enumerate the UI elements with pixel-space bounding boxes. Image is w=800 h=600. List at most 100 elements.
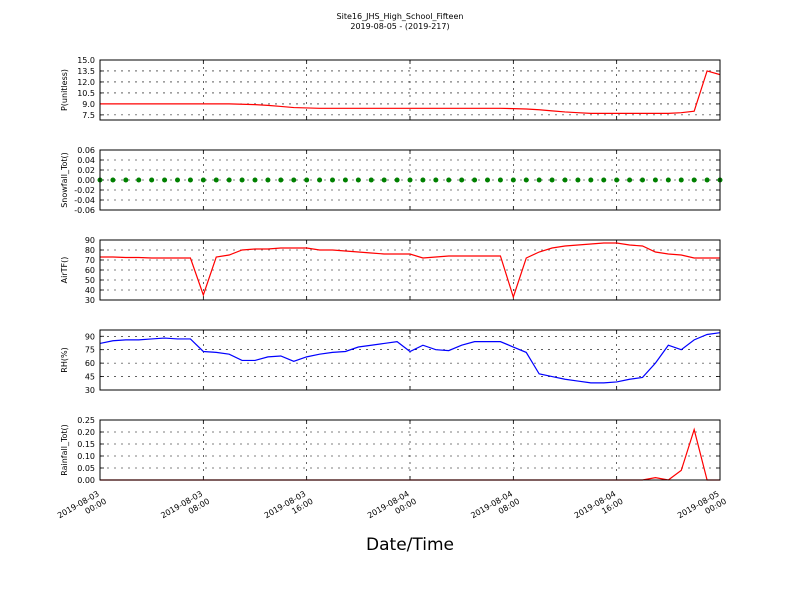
y-tick-label: 70 (85, 256, 95, 265)
y-tick-label: 45 (85, 373, 95, 382)
data-point (459, 177, 465, 183)
data-point (678, 177, 684, 183)
y-tick-label: 15.0 (77, 56, 95, 65)
y-tick-label: 0.20 (77, 428, 95, 437)
y-tick-label: 13.5 (77, 67, 95, 76)
y-tick-label: 0.06 (77, 146, 95, 155)
data-point (627, 177, 633, 183)
data-point (691, 177, 697, 183)
y-axis-label: P(unitless) (60, 69, 69, 111)
data-point (704, 177, 710, 183)
data-point (446, 177, 452, 183)
y-tick-label: 90 (85, 236, 95, 245)
data-point (665, 177, 671, 183)
y-tick-label: 60 (85, 266, 95, 275)
y-tick-label: 0.04 (77, 156, 95, 165)
data-point (278, 177, 284, 183)
plot-frame (99, 329, 721, 391)
y-tick-label: 0.02 (77, 166, 95, 175)
data-point (394, 177, 400, 183)
x-tick-label: 2019-08-03 16:00 (263, 488, 315, 529)
y-axis-label: RH(%) (60, 347, 69, 372)
chart-title: Site16_JHS_High_School_Fifteen (337, 12, 464, 21)
y-tick-label: 40 (85, 286, 95, 295)
data-point (497, 177, 503, 183)
y-tick-label: 12.0 (77, 78, 95, 87)
y-tick-label: 7.5 (82, 111, 95, 120)
data-point (652, 177, 658, 183)
data-point (175, 177, 180, 183)
y-tick-label: 80 (85, 246, 95, 255)
y-tick-label: 75 (85, 346, 95, 355)
data-point (549, 177, 555, 183)
data-point (614, 177, 620, 183)
x-tick-label: 2019-08-04 16:00 (573, 488, 625, 529)
plot-frame (99, 419, 721, 481)
data-line (100, 427, 720, 481)
y-tick-label: 10.5 (77, 89, 95, 98)
y-tick-label: 30 (85, 386, 95, 395)
data-point (342, 177, 348, 183)
y-tick-label: 60 (85, 359, 95, 368)
y-tick-label: -0.02 (74, 186, 95, 195)
data-point (291, 177, 297, 183)
y-tick-label: 0.15 (77, 440, 95, 449)
y-tick-label: 0.25 (77, 416, 95, 425)
data-point (330, 177, 335, 183)
plot-frame (99, 149, 721, 211)
data-point (317, 177, 323, 183)
data-point (510, 177, 516, 183)
data-point (368, 177, 374, 183)
data-point (213, 177, 219, 183)
x-tick-label: 2019-08-05 00:00 (676, 488, 728, 529)
data-point (433, 177, 439, 183)
x-tick-label: 2019-08-04 08:00 (469, 488, 521, 529)
data-point (381, 177, 387, 183)
y-tick-label: 50 (85, 276, 95, 285)
data-point (110, 177, 116, 183)
y-tick-label: 9.0 (82, 100, 95, 109)
data-point (355, 177, 361, 183)
y-tick-label: 90 (85, 332, 95, 341)
x-axis-label: Date/Time (366, 535, 454, 555)
data-point (562, 177, 568, 183)
y-axis-label: Snowfall_Tot() (60, 152, 69, 208)
data-line (100, 242, 720, 299)
data-point (265, 177, 271, 183)
data-point (420, 177, 426, 183)
y-axis-label: AirTF() (60, 257, 69, 284)
plot-frame (99, 239, 721, 301)
x-tick-label: 2019-08-04 00:00 (366, 488, 418, 529)
data-point (149, 177, 155, 183)
y-tick-label: 0.05 (77, 464, 95, 473)
data-point (601, 177, 607, 183)
data-point (226, 177, 232, 183)
plot-frame (99, 59, 721, 121)
data-point (123, 177, 129, 183)
x-tick-label: 2019-08-03 08:00 (159, 488, 211, 529)
data-point (407, 177, 413, 183)
data-point (575, 177, 581, 183)
y-tick-label: 0.00 (77, 176, 95, 185)
y-tick-label: 0.10 (77, 452, 95, 461)
y-tick-label: -0.06 (74, 206, 95, 215)
data-line (99, 332, 721, 384)
data-point (252, 177, 258, 183)
data-line (100, 70, 721, 115)
data-point (162, 177, 168, 183)
data-point (536, 177, 542, 183)
y-axis-label: Rainfall_Tot() (60, 424, 69, 476)
x-tick-label: 2019-08-03 00:00 (56, 488, 108, 529)
data-point (485, 177, 490, 183)
data-point (304, 177, 310, 183)
chart-subtitle: 2019-08-05 - (2019-217) (350, 22, 449, 31)
data-point (588, 177, 594, 183)
y-tick-label: 0.00 (77, 476, 95, 485)
data-point (640, 177, 645, 183)
data-point (472, 177, 478, 183)
data-point (136, 177, 142, 183)
data-point (239, 177, 245, 183)
data-point (200, 177, 206, 183)
y-tick-label: -0.04 (74, 196, 95, 205)
